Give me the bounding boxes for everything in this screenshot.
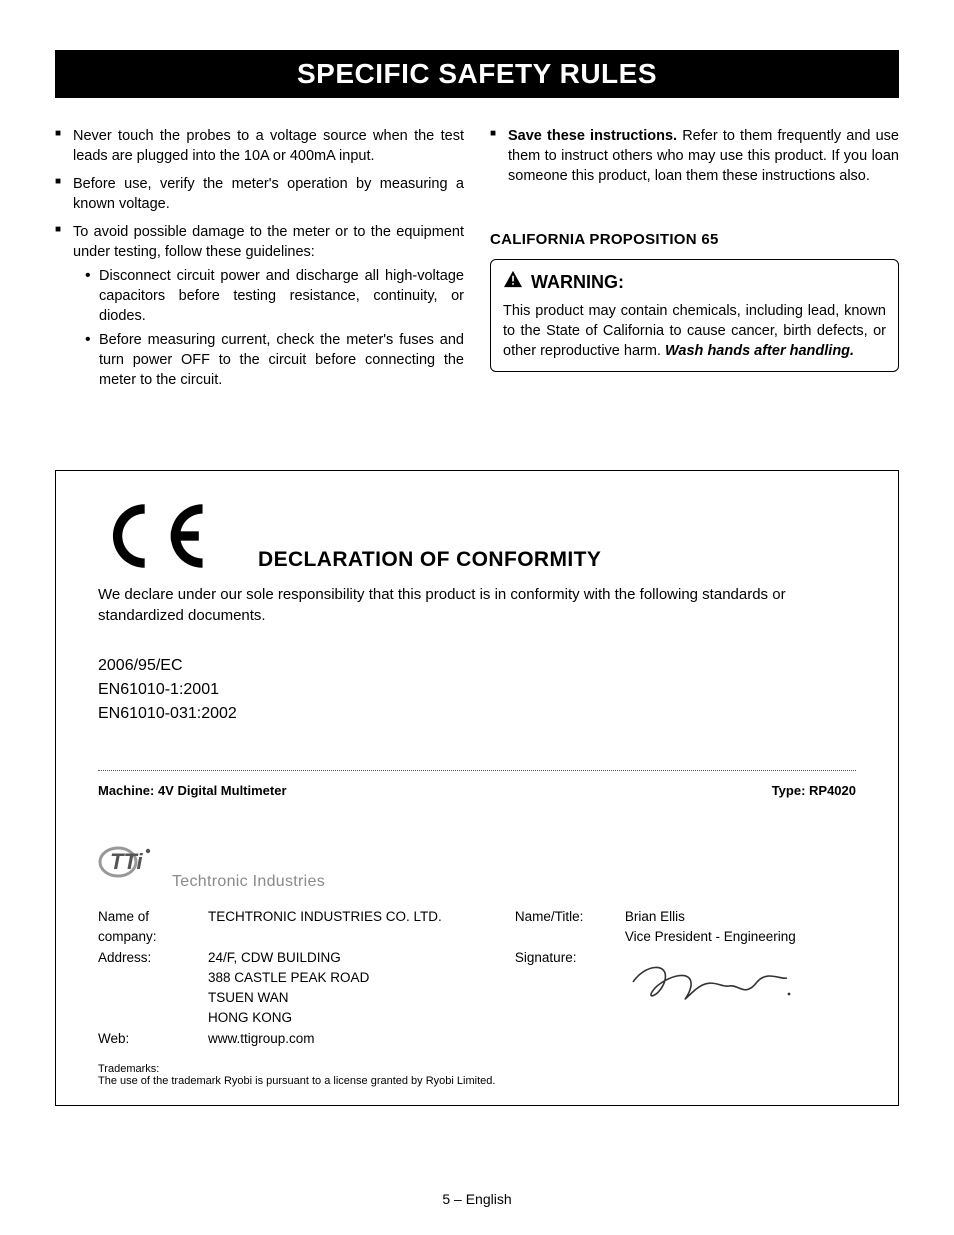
prop65-heading: CALIFORNIA PROPOSITION 65 xyxy=(490,230,899,251)
standard-item: 2006/95/EC xyxy=(98,654,856,678)
signer-name: Brian Ellis xyxy=(625,909,685,924)
company-label: Name of company: xyxy=(98,907,208,948)
svg-text:TTi: TTi xyxy=(110,849,143,874)
signer-title: Vice President - Engineering xyxy=(625,929,796,944)
company-info-right: Name/Title: Brian Ellis Vice President -… xyxy=(515,907,856,1049)
machine-type-row: Machine: 4V Digital Multimeter Type: RP4… xyxy=(98,783,856,798)
sub-rule-item: Before measuring current, check the mete… xyxy=(73,330,464,390)
warning-box: WARNING: This product may contain chemic… xyxy=(490,259,899,372)
trademarks-label: Trademarks: xyxy=(98,1063,856,1075)
type-label: Type: RP4020 xyxy=(772,783,856,798)
addr-line: TSUEN WAN xyxy=(208,990,289,1005)
company-logo-text: Techtronic Industries xyxy=(172,873,325,891)
sub-rule-item: Disconnect circuit power and discharge a… xyxy=(73,266,464,326)
rule-text: To avoid possible damage to the meter or… xyxy=(73,224,464,260)
trademarks-text: The use of the trademark Ryobi is pursua… xyxy=(98,1075,856,1087)
addr-line: 24/F, CDW BUILDING xyxy=(208,950,341,965)
standard-item: EN61010-1:2001 xyxy=(98,678,856,702)
signature-label: Signature: xyxy=(515,948,625,1016)
standards-list: 2006/95/EC EN61010-1:2001 EN61010-031:20… xyxy=(98,654,856,726)
warning-emphasis: Wash hands after handling. xyxy=(665,343,854,359)
warning-header: WARNING: xyxy=(503,270,886,295)
declaration-box: DECLARATION OF CONFORMITY We declare und… xyxy=(55,470,899,1106)
declaration-title: DECLARATION OF CONFORMITY xyxy=(258,548,601,572)
ce-mark-icon xyxy=(98,497,210,580)
web-value: www.ttigroup.com xyxy=(208,1029,515,1049)
rule-item: Save these instructions. Refer to them f… xyxy=(490,126,899,186)
company-logo-row: TTi Techtronic Industries xyxy=(98,838,856,891)
warning-icon xyxy=(503,270,523,294)
addr-line: HONG KONG xyxy=(208,1010,292,1025)
rule-item: Never touch the probes to a voltage sour… xyxy=(55,126,464,166)
machine-label: Machine: 4V Digital Multimeter xyxy=(98,783,287,798)
declaration-header: DECLARATION OF CONFORMITY xyxy=(98,497,856,580)
name-title-label: Name/Title: xyxy=(515,907,625,948)
address-value: 24/F, CDW BUILDING 388 CASTLE PEAK ROAD … xyxy=(208,948,515,1029)
rule-item: Before use, verify the meter's operation… xyxy=(55,174,464,214)
warning-label: WARNING: xyxy=(531,270,624,295)
addr-line: 388 CASTLE PEAK ROAD xyxy=(208,970,369,985)
web-label: Web: xyxy=(98,1029,208,1049)
address-label: Address: xyxy=(98,948,208,1029)
company-info-grid: Name of company: TECHTRONIC INDUSTRIES C… xyxy=(98,907,856,1049)
safety-columns: Never touch the probes to a voltage sour… xyxy=(55,126,899,398)
page-footer: 5 – English xyxy=(0,1191,954,1207)
tti-logo-icon: TTi xyxy=(98,838,162,891)
right-column: Save these instructions. Refer to them f… xyxy=(490,126,899,398)
dotted-divider xyxy=(98,770,856,771)
section-banner: SPECIFIC SAFETY RULES xyxy=(55,50,899,98)
name-title-value: Brian Ellis Vice President - Engineering xyxy=(625,907,856,948)
signature-image xyxy=(625,958,856,1016)
warning-body: This product may contain chemicals, incl… xyxy=(503,301,886,361)
rule-item: To avoid possible damage to the meter or… xyxy=(55,222,464,390)
company-info-left: Name of company: TECHTRONIC INDUSTRIES C… xyxy=(98,907,515,1049)
standard-item: EN61010-031:2002 xyxy=(98,702,856,726)
left-column: Never touch the probes to a voltage sour… xyxy=(55,126,464,398)
declaration-intro: We declare under our sole responsibility… xyxy=(98,584,856,626)
company-value: TECHTRONIC INDUSTRIES CO. LTD. xyxy=(208,907,515,948)
save-instructions-bold: Save these instructions. xyxy=(508,128,677,144)
